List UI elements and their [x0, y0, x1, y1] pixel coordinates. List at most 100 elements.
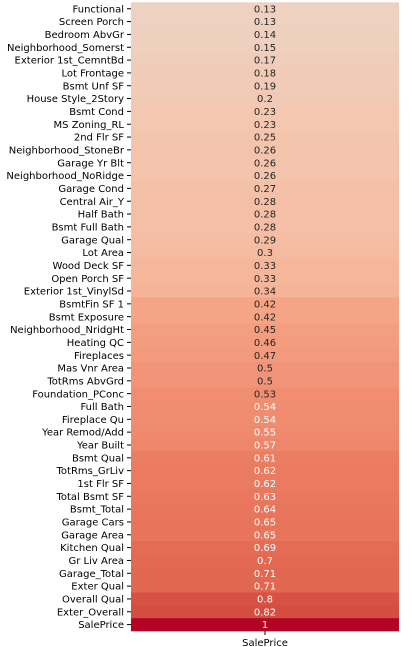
row-label: Year Built	[76, 441, 124, 452]
heatmap-cell	[131, 271, 399, 285]
row-label: Exter_Overall	[57, 607, 124, 618]
cell-value-label: 0.26	[254, 145, 276, 156]
row-label: Bsmt Exposure	[49, 312, 124, 323]
cell-value-label: 0.5	[257, 376, 273, 387]
row-label: Mas Vnr Area	[57, 364, 124, 375]
heatmap-cell	[131, 143, 399, 157]
cell-value-label: 0.25	[254, 133, 276, 144]
row-label: Fireplaces	[74, 351, 124, 362]
cell-value-label: 0.53	[254, 389, 276, 400]
cell-value-label: 0.26	[254, 171, 276, 182]
heatmap-cell	[131, 220, 399, 234]
heatmap-cell	[131, 605, 399, 619]
heatmap-cell	[131, 541, 399, 555]
cell-value-label: 0.17	[254, 56, 276, 67]
heatmap-cell	[131, 579, 399, 593]
row-label: TotRms_GrLiv	[56, 466, 125, 477]
heatmap-cell	[131, 297, 399, 311]
cell-value-label: 0.23	[254, 107, 276, 118]
row-label: Exter Qual	[71, 582, 124, 593]
heatmap-cell	[131, 233, 399, 247]
row-label: Overall Qual	[62, 595, 124, 606]
cell-value-label: 0.28	[254, 222, 276, 233]
row-label: Neighborhood_Somerst	[7, 43, 124, 54]
row-label: Bsmt Cond	[69, 107, 124, 118]
row-label: Bsmt_Total	[70, 505, 124, 516]
heatmap-cell	[131, 592, 399, 606]
cell-value-label: 0.13	[254, 17, 276, 28]
cell-value-label: 0.71	[254, 569, 276, 580]
row-label: Fireplace Qu	[62, 415, 124, 426]
heatmap-cell	[131, 477, 399, 491]
heatmap-cell	[131, 79, 399, 93]
heatmap-cell	[131, 361, 399, 375]
row-label: BsmtFin SF 1	[59, 299, 124, 310]
heatmap-cell	[131, 104, 399, 119]
cell-value-label: 0.65	[254, 530, 276, 541]
heatmap-cell	[131, 40, 399, 54]
heatmap-cell	[131, 464, 399, 478]
cell-value-label: 0.82	[254, 607, 276, 618]
cell-value-label: 0.54	[254, 415, 276, 426]
row-label: Exterior 1st_VinylSd	[24, 287, 124, 298]
row-label: Open Porch SF	[51, 274, 124, 285]
column-tick-label: SalePrice	[242, 638, 288, 647]
heatmap-cell	[131, 15, 399, 29]
row-label: SalePrice	[78, 620, 124, 631]
row-label: Bsmt Unf SF	[63, 81, 125, 92]
heatmap-cell	[131, 528, 399, 542]
row-tick-marks	[127, 8, 131, 626]
heatmap-cell	[131, 618, 399, 632]
cell-value-label: 0.62	[254, 479, 276, 490]
heatmap-cell	[131, 387, 399, 401]
cell-value-label: 0.19	[254, 81, 276, 92]
row-label: Exterior 1st_CemntBd	[15, 56, 124, 67]
row-label: Heating QC	[67, 338, 124, 349]
row-label: Screen Porch	[59, 17, 124, 28]
row-label: Neighborhood_NoRidge	[6, 171, 124, 182]
row-label: Functional	[73, 4, 124, 15]
row-label: TotRms AbvGrd	[46, 376, 124, 387]
row-tick-labels: Functional Screen Porch Bedroom AbvGr Neigh…	[6, 4, 124, 631]
cell-value-label: 0.62	[254, 466, 276, 477]
heatmap-cell	[131, 425, 399, 439]
heatmap-cell	[131, 335, 399, 350]
row-label: Garage Cond	[58, 184, 124, 195]
row-label: Total Bsmt SF	[55, 492, 124, 503]
row-label: Neighborhood_NridgHt	[10, 325, 124, 336]
heatmap-cell	[131, 27, 399, 42]
cell-value-label: 0.28	[254, 197, 276, 208]
heatmap-cell	[131, 400, 399, 414]
row-label: Lot Frontage	[61, 69, 124, 80]
heatmap-cell	[131, 2, 399, 16]
heatmap-cell	[131, 284, 399, 298]
row-label: Wood Deck SF	[53, 261, 125, 272]
heatmap-cell	[131, 566, 399, 580]
heatmap-cell	[131, 502, 399, 516]
row-label: Garage_Total	[59, 569, 124, 580]
cell-value-label: 0.63	[254, 492, 276, 503]
heatmap-cell	[131, 66, 399, 80]
heatmap-cell	[131, 438, 399, 452]
heatmap-cell	[131, 169, 399, 183]
row-label: Garage Yr Blt	[57, 158, 124, 169]
cell-value-label: 0.13	[254, 4, 276, 15]
cell-value-label: 0.8	[257, 595, 273, 606]
cell-value-label: 0.15	[254, 43, 276, 54]
row-label: MS Zoning_RL	[54, 120, 125, 131]
cell-value-label: 0.28	[254, 210, 276, 221]
cell-value-label: 0.34	[254, 287, 276, 298]
heatmap-cell	[131, 451, 399, 465]
cell-value-label: 0.57	[254, 441, 276, 452]
cell-value-label: 0.71	[254, 582, 276, 593]
cell-value-label: 0.55	[254, 428, 276, 439]
heatmap-cell	[131, 323, 399, 337]
row-label: Central Air_Y	[60, 197, 125, 208]
heatmap-cell	[131, 489, 399, 503]
cell-value-label: 0.64	[254, 505, 276, 516]
row-label: Bsmt Full Bath	[52, 222, 124, 233]
cell-value-label: 0.45	[254, 325, 276, 336]
cell-value-label: 0.27	[254, 184, 276, 195]
heatmap-cell	[131, 156, 399, 170]
